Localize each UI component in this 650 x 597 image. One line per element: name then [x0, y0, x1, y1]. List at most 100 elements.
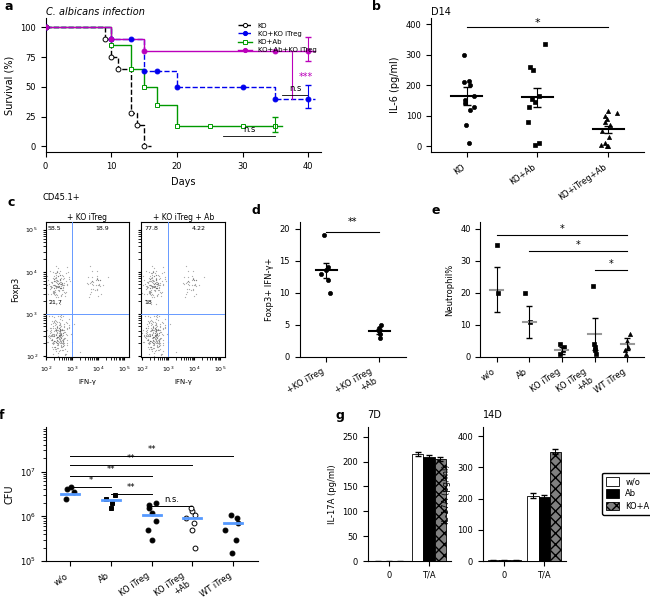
Point: [87, 272, 98, 281]
Point: [84, 261, 95, 270]
Text: 14D: 14D: [483, 410, 502, 420]
Point: [188, 285, 198, 294]
Text: 4.22: 4.22: [192, 226, 205, 232]
Point: [49, 338, 60, 347]
Point: [143, 331, 153, 340]
Point: [58, 337, 68, 347]
Bar: [499, 560, 510, 561]
Point: [55, 335, 66, 344]
Point: [154, 336, 164, 345]
Point: [151, 273, 162, 282]
Point: [146, 344, 157, 353]
Point: [44, 332, 55, 341]
Point: [47, 277, 58, 287]
Point: [57, 278, 67, 287]
Point: [58, 345, 68, 355]
Y-axis label: IL-6 (pg/ml): IL-6 (pg/ml): [390, 57, 400, 113]
Point: [50, 315, 60, 324]
Point: [88, 284, 99, 294]
Point: [58, 341, 68, 350]
Point: [53, 328, 64, 337]
Point: [145, 312, 155, 321]
Point: [59, 333, 70, 343]
Point: [43, 289, 53, 298]
Point: [49, 331, 59, 341]
Point: [146, 324, 156, 333]
Point: [62, 330, 73, 340]
Point: [146, 287, 157, 297]
Point: [55, 312, 66, 322]
Point: [146, 343, 156, 352]
Point: [61, 349, 72, 358]
Point: [147, 293, 157, 302]
Bar: [527, 496, 539, 561]
Point: [151, 279, 161, 288]
Point: [148, 279, 159, 288]
Point: [147, 344, 157, 353]
Point: [153, 275, 164, 284]
Point: [142, 336, 153, 345]
Point: [86, 288, 97, 297]
Point: [58, 328, 68, 338]
Point: [51, 338, 61, 347]
Point: [96, 289, 106, 298]
Y-axis label: Neutrophil%: Neutrophil%: [445, 263, 454, 316]
Point: [46, 329, 57, 338]
Text: f: f: [0, 408, 5, 421]
Point: [148, 321, 159, 331]
Point: [86, 284, 96, 293]
Point: [55, 331, 65, 341]
Point: [53, 269, 64, 278]
Point: [145, 336, 155, 346]
Point: [138, 337, 149, 347]
Y-axis label: IL-17A (pg/ml): IL-17A (pg/ml): [443, 464, 452, 524]
Point: [155, 338, 165, 347]
Point: [151, 275, 161, 285]
Point: [49, 316, 59, 326]
Point: [152, 277, 162, 287]
Point: [146, 347, 157, 356]
Point: [144, 331, 155, 341]
Point: [47, 322, 58, 331]
Legend: KO, KO+KO iTreg, KO+Ab, KO+Ab+KO iTreg: KO, KO+KO iTreg, KO+Ab, KO+Ab+KO iTreg: [237, 21, 318, 54]
Point: [57, 279, 67, 288]
Point: [148, 340, 158, 350]
Point: [154, 283, 164, 293]
Text: *: *: [88, 476, 92, 485]
Point: [143, 316, 153, 326]
Point: [54, 330, 64, 340]
Point: [49, 275, 60, 284]
Point: [163, 337, 174, 347]
Point: [157, 269, 167, 278]
Point: [154, 282, 164, 292]
Point: [150, 319, 161, 329]
Point: [45, 266, 55, 275]
Point: [51, 340, 62, 350]
Point: [49, 321, 60, 330]
Point: [138, 331, 149, 341]
Point: [144, 273, 155, 283]
Point: [182, 284, 192, 293]
Point: [152, 331, 162, 340]
Point: [156, 350, 166, 360]
Point: [146, 315, 156, 324]
Point: [180, 292, 190, 301]
Point: [157, 329, 168, 338]
Point: [53, 282, 64, 292]
Point: [148, 271, 159, 281]
Point: [58, 338, 69, 347]
Point: [50, 299, 60, 309]
Point: [158, 330, 168, 340]
Point: [55, 324, 65, 333]
Point: [55, 328, 65, 337]
Point: [56, 333, 66, 342]
Point: [51, 269, 61, 278]
Point: [153, 315, 163, 325]
Point: [84, 292, 94, 301]
Point: [53, 279, 64, 289]
Point: [154, 285, 164, 294]
Text: a: a: [4, 0, 12, 13]
Point: [141, 333, 151, 343]
Point: [150, 323, 160, 333]
Point: [45, 333, 55, 343]
